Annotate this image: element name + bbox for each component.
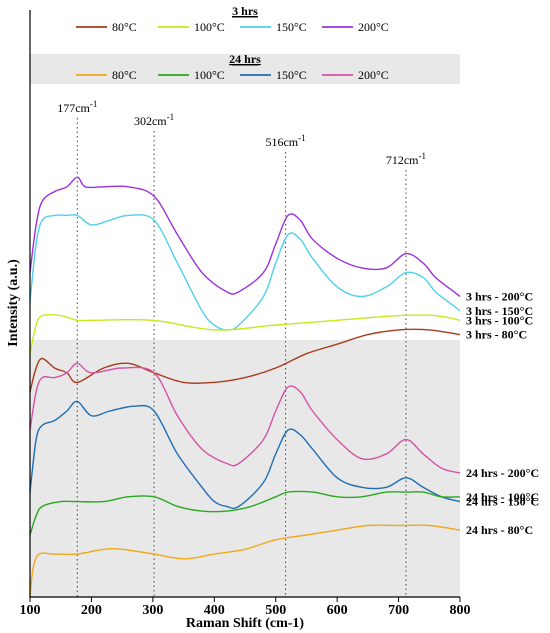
y-axis-title: Intensity (a.u.): [6, 259, 21, 347]
peak-label: 302cm-1: [134, 112, 174, 128]
x-tick-label: 600: [327, 603, 348, 618]
series-end-label: 3 hrs - 80°C: [466, 328, 527, 342]
series-end-label: 24 hrs - 150°C: [466, 495, 539, 509]
legend-group-title: 3 hrs: [232, 4, 258, 18]
series-line: [29, 176, 461, 298]
series-end-label: 24 hrs - 200°C: [466, 466, 539, 480]
x-tick-label: 400: [204, 603, 225, 618]
axes: Raman Shift (cm-1) Intensity (a.u.) 100 2…: [6, 10, 471, 631]
series-line: [29, 490, 461, 536]
series-end-label: 3 hrs - 200°C: [466, 289, 533, 303]
series-line: [29, 313, 461, 354]
peak-label: 177cm-1: [57, 99, 97, 115]
legend-entry-label: 200°C: [358, 20, 389, 34]
legend-entry-label: 100°C: [194, 20, 225, 34]
legend-entry-label: 80°C: [112, 20, 137, 34]
series-line: [29, 328, 461, 393]
series-line: [29, 524, 461, 598]
legend-entry-label: 150°C: [276, 68, 307, 82]
series-end-label: 24 hrs - 80°C: [466, 523, 533, 537]
shaded-region-24hrs: [30, 340, 460, 597]
x-tick-label: 700: [388, 603, 409, 618]
x-tick-label: 100: [20, 603, 41, 618]
background-layer: [30, 340, 460, 597]
legend-entry-label: 100°C: [194, 68, 225, 82]
x-axis-title: Raman Shift (cm-1): [186, 616, 305, 631]
legend-entry-label: 150°C: [276, 20, 307, 34]
series-line: [29, 213, 461, 331]
legend-entry-label: 80°C: [112, 68, 137, 82]
series-end-label: 3 hrs - 150°C: [466, 304, 533, 318]
series-line: [29, 400, 461, 510]
peak-label: 712cm-1: [386, 151, 426, 167]
x-tick-label: 200: [81, 603, 102, 618]
legend-group-background: [30, 54, 460, 84]
legend-entry-label: 200°C: [358, 68, 389, 82]
x-tick-label: 500: [265, 603, 286, 618]
x-tick-label: 800: [450, 603, 471, 618]
series-lines: [29, 176, 461, 598]
peak-label: 516cm-1: [265, 133, 305, 149]
x-tick-label: 300: [142, 603, 163, 618]
series-line: [29, 362, 461, 474]
legend: 3 hrs 80°C 100°C 150°C 200°C 24 hrs 80°C 100°C 1…: [30, 4, 460, 84]
series-end-label: 3 hrs - 100°C: [466, 313, 533, 327]
legend-group-title: 24 hrs: [229, 52, 261, 66]
peak-markers: 177cm-1 302cm-1 516cm-1 712cm-1: [57, 99, 426, 597]
series-labels: 3 hrs - 200°C3 hrs - 150°C3 hrs - 100°C3…: [466, 289, 539, 537]
series-end-label: 24 hrs - 100°C: [466, 490, 539, 504]
